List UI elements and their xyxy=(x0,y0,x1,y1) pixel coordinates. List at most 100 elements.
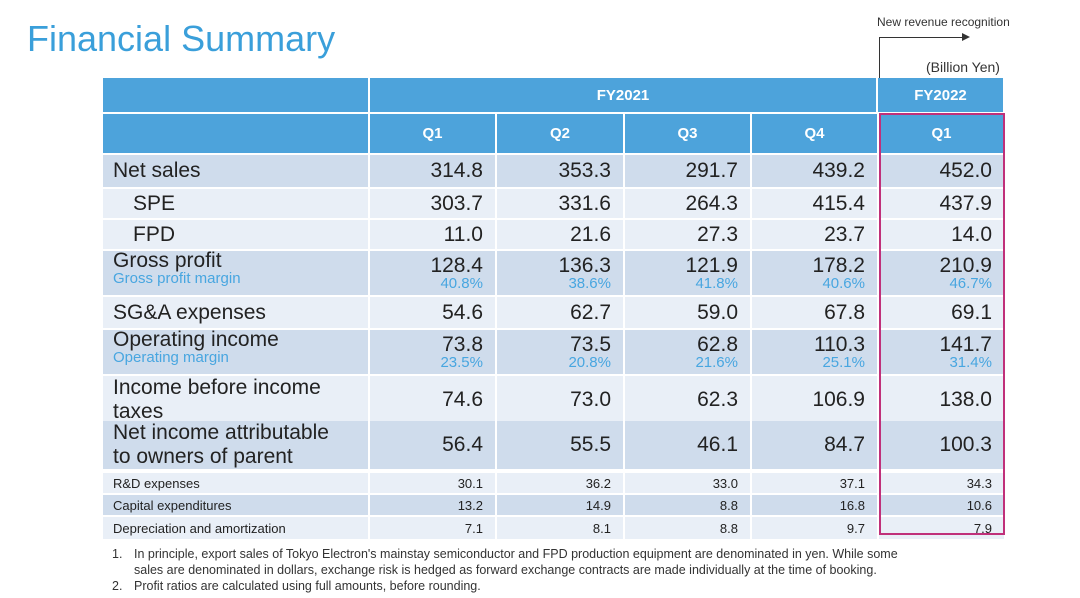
margin-label: Gross profit margin xyxy=(113,270,241,287)
header-blank xyxy=(103,78,370,112)
value-cell: 110.3 25.1% xyxy=(752,330,879,374)
value-cell: 62.3 xyxy=(625,376,752,424)
revenue-recognition-note: New revenue recognition xyxy=(877,15,1010,29)
value-cell: 437.9 xyxy=(879,189,1006,218)
value: 178.2 xyxy=(812,253,865,277)
value-cell: 8.8 xyxy=(625,495,752,515)
value-cell: 59.0 xyxy=(625,297,752,328)
value-cell: 73.8 23.5% xyxy=(370,330,497,374)
value-cell: 74.6 xyxy=(370,376,497,424)
footnote-text: In principle, export sales of Tokyo Elec… xyxy=(134,547,898,577)
arrow-icon xyxy=(879,33,970,81)
margin-label: Operating margin xyxy=(113,349,229,366)
financial-table: FY2021 FY2022 Q1 Q2 Q3 Q4 Q1 Net sales 31… xyxy=(103,78,1006,541)
value-cell: 62.7 xyxy=(497,297,625,328)
value-cell: 8.1 xyxy=(497,517,625,539)
row-label: SPE xyxy=(103,189,370,218)
table-row: Net income attributable to owners of par… xyxy=(103,421,1006,469)
footnotes: 1. In principle, export sales of Tokyo El… xyxy=(112,546,914,594)
table-row: Gross profit Gross profit margin 128.4 40.8… xyxy=(103,249,1006,295)
value-cell: 55.5 xyxy=(497,421,625,469)
value-cell: 54.6 xyxy=(370,297,497,328)
value-cell: 7.9 xyxy=(879,517,1006,539)
header-q: Q1 xyxy=(879,114,1006,153)
footnote-number: 1. xyxy=(112,547,123,561)
value-cell: 36.2 xyxy=(497,473,625,493)
value-cell: 353.3 xyxy=(497,155,625,187)
margin-value: 46.7% xyxy=(949,274,992,292)
value-cell: 128.4 40.8% xyxy=(370,251,497,295)
margin-value: 21.6% xyxy=(695,353,738,371)
value-cell: 439.2 xyxy=(752,155,879,187)
margin-value: 38.6% xyxy=(568,274,611,292)
value: 136.3 xyxy=(558,253,611,277)
row-label: R&D expenses xyxy=(103,473,370,493)
unit-label: (Billion Yen) xyxy=(926,59,1000,75)
value: 210.9 xyxy=(939,253,992,277)
value-cell: 16.8 xyxy=(752,495,879,515)
value: 121.9 xyxy=(685,253,738,277)
value-cell: 415.4 xyxy=(752,189,879,218)
table-row: FPD 11.0 21.6 27.3 23.7 14.0 xyxy=(103,220,1006,249)
value-cell: 33.0 xyxy=(625,473,752,493)
margin-value: 20.8% xyxy=(568,353,611,371)
row-label: Capital expenditures xyxy=(103,495,370,515)
value-cell: 23.7 xyxy=(752,220,879,249)
value-cell: 56.4 xyxy=(370,421,497,469)
row-label-text: Operating income xyxy=(113,328,279,351)
value: 73.5 xyxy=(570,332,611,356)
value-cell: 62.8 21.6% xyxy=(625,330,752,374)
value-cell: 9.7 xyxy=(752,517,879,539)
value-cell: 138.0 xyxy=(879,376,1006,424)
value-cell: 46.1 xyxy=(625,421,752,469)
value-cell: 8.8 xyxy=(625,517,752,539)
table-row: Capital expenditures 13.2 14.9 8.8 16.8 10.6 xyxy=(103,495,1006,515)
header-q: Q4 xyxy=(752,114,879,153)
row-label: Gross profit Gross profit margin xyxy=(103,249,370,295)
value: 128.4 xyxy=(430,253,483,277)
value-cell: 141.7 31.4% xyxy=(879,330,1006,374)
header-fy2021: FY2021 xyxy=(370,78,878,112)
value-cell: 27.3 xyxy=(625,220,752,249)
value-cell: 303.7 xyxy=(370,189,497,218)
value-cell: 178.2 40.6% xyxy=(752,251,879,295)
value-cell: 84.7 xyxy=(752,421,879,469)
footnote-number: 2. xyxy=(112,579,123,593)
margin-value: 40.8% xyxy=(440,274,483,292)
margin-value: 25.1% xyxy=(822,353,865,371)
value-cell: 14.0 xyxy=(879,220,1006,249)
margin-value: 40.6% xyxy=(822,274,865,292)
row-label: Operating income Operating margin xyxy=(103,328,370,374)
margin-value: 31.4% xyxy=(949,353,992,371)
value-cell: 100.3 xyxy=(879,421,1006,469)
footnote: 1. In principle, export sales of Tokyo El… xyxy=(112,546,914,578)
value: 62.8 xyxy=(697,332,738,356)
quarter-header: Q1 Q2 Q3 Q4 Q1 xyxy=(103,114,1006,153)
value: 141.7 xyxy=(939,332,992,356)
value-cell: 7.1 xyxy=(370,517,497,539)
row-label: Income before income taxes xyxy=(103,376,370,424)
header-blank xyxy=(103,114,370,153)
value-cell: 11.0 xyxy=(370,220,497,249)
value-cell: 210.9 46.7% xyxy=(879,251,1006,295)
value-cell: 121.9 41.8% xyxy=(625,251,752,295)
margin-value: 23.5% xyxy=(440,353,483,371)
value-cell: 69.1 xyxy=(879,297,1006,328)
value-cell: 73.5 20.8% xyxy=(497,330,625,374)
value-cell: 452.0 xyxy=(879,155,1006,187)
value-cell: 34.3 xyxy=(879,473,1006,493)
value: 73.8 xyxy=(442,332,483,356)
table-row: SPE 303.7 331.6 264.3 415.4 437.9 xyxy=(103,189,1006,218)
header-fy2022: FY2022 xyxy=(878,78,1005,112)
table-row: R&D expenses 30.1 36.2 33.0 37.1 34.3 xyxy=(103,473,1006,493)
row-label: Net income attributable to owners of par… xyxy=(103,421,370,469)
page-title: Financial Summary xyxy=(27,18,336,59)
value-cell: 291.7 xyxy=(625,155,752,187)
row-label-text: Gross profit xyxy=(113,249,222,272)
value-cell: 314.8 xyxy=(370,155,497,187)
table-row: Depreciation and amortization 7.1 8.1 8.8 9.… xyxy=(103,517,1006,539)
value-cell: 136.3 38.6% xyxy=(497,251,625,295)
value-cell: 264.3 xyxy=(625,189,752,218)
value-cell: 30.1 xyxy=(370,473,497,493)
table-row: Operating income Operating margin 73.8 23.5… xyxy=(103,328,1006,374)
